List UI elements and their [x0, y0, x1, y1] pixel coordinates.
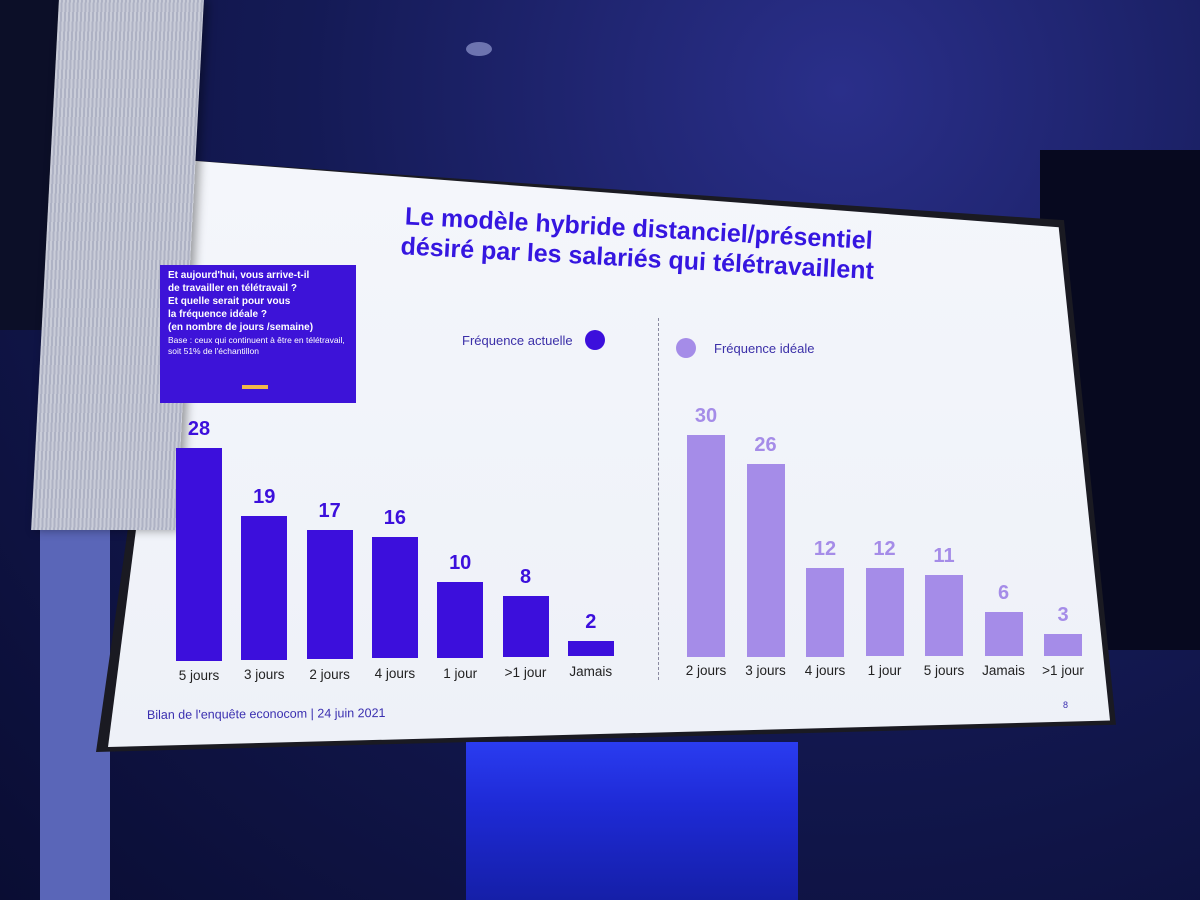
category-label: 4 jours [804, 663, 846, 678]
base-note: Base : ceux qui continuent à être en tél… [168, 335, 345, 356]
category-label: 2 jours [309, 666, 350, 682]
bar [1044, 633, 1082, 656]
bar [687, 435, 725, 657]
screen-stand [466, 742, 798, 900]
bar [984, 611, 1023, 657]
bar-value-label: 26 [754, 434, 777, 457]
page-number: 8 [1063, 700, 1069, 710]
bar-value-label: 30 [694, 405, 718, 427]
question-line: (en nombre de jours /semaine) [168, 322, 314, 333]
bar-value-label: 3 [1057, 603, 1069, 626]
bar-value-label: 8 [519, 566, 532, 589]
bar [746, 464, 785, 657]
category-label: >1 jour [504, 665, 547, 680]
legend-ideal: Fréquence idéale [676, 338, 814, 358]
question-line: Et aujourd'hui, vous arrive-t-il [168, 270, 310, 281]
bar-value-label: 28 [187, 418, 211, 441]
chart-divider [658, 318, 659, 680]
category-label: 5 jours [178, 668, 220, 683]
bar-value-label: 11 [933, 544, 955, 567]
bar [371, 536, 418, 659]
bar [502, 596, 549, 657]
category-label: 1 jour [443, 665, 478, 681]
legend-current: Fréquence actuelle [462, 330, 605, 350]
bar [865, 567, 904, 657]
bar-value-label: 6 [997, 581, 1010, 604]
category-label: >1 jour [1042, 663, 1084, 678]
question-line: Et quelle serait pour vous [168, 296, 291, 307]
bar-value-label: 12 [873, 537, 896, 560]
category-label: 3 jours [745, 663, 786, 678]
bar [176, 448, 222, 661]
bar-value-label: 16 [383, 506, 407, 529]
bar [567, 640, 614, 656]
category-label: 1 jour [867, 663, 902, 678]
legend-ideal-dot [676, 338, 696, 358]
speaker-pole [40, 530, 110, 900]
bar [306, 530, 353, 660]
bar-value-label: 2 [585, 610, 597, 633]
bar-value-label: 12 [813, 537, 837, 560]
bar-value-label: 19 [253, 485, 276, 508]
ceiling-light [466, 42, 492, 56]
category-label: 2 jours [685, 663, 727, 678]
bar [806, 567, 844, 657]
question-line: de travailler en télétravail ? [168, 283, 297, 294]
bar [437, 581, 484, 658]
category-label: 5 jours [923, 663, 965, 678]
bar-value-label: 17 [318, 500, 341, 523]
category-label: 4 jours [374, 666, 416, 682]
category-label: Jamais [982, 663, 1025, 678]
slide-footer: Bilan de l'enquête econocom | 24 juin 20… [146, 705, 386, 723]
bar-value-label: 10 [449, 551, 472, 574]
bar [925, 574, 963, 657]
bar [241, 515, 288, 661]
legend-ideal-label: Fréquence idéale [714, 340, 815, 356]
legend-current-label: Fréquence actuelle [462, 332, 573, 348]
question-box: Et aujourd'hui, vous arrive-t-il de trav… [160, 265, 356, 403]
legend-current-dot [584, 330, 605, 350]
question-line: la fréquence idéale ? [168, 309, 267, 320]
category-label: 3 jours [244, 667, 285, 683]
accent-dash [242, 385, 268, 389]
category-label: Jamais [569, 664, 613, 680]
